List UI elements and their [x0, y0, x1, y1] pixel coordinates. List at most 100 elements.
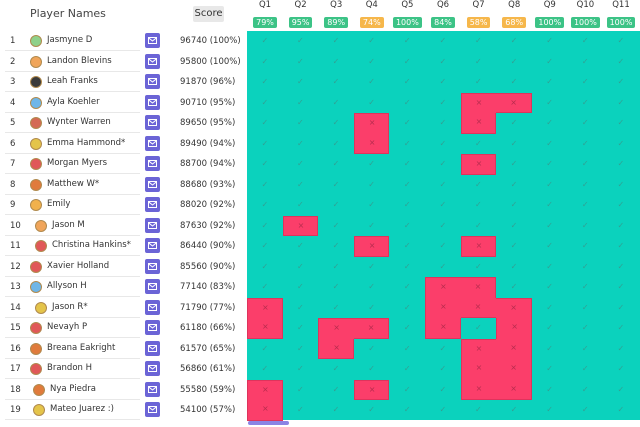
email-player-button[interactable]: [145, 217, 160, 233]
player-name: Ayla Koehler: [47, 96, 100, 107]
question-header-2[interactable]: Q2 95%: [283, 0, 319, 29]
wrong-answer-cell: ×: [282, 215, 319, 236]
email-player-button[interactable]: [145, 258, 160, 274]
player-row[interactable]: 18 Nya Piedra 55580 (59%): [0, 380, 246, 400]
row-divider: [5, 50, 140, 51]
question-header-4[interactable]: Q4 74%: [354, 0, 390, 29]
correct-answer-cell: ✓: [261, 97, 269, 107]
question-header-6[interactable]: Q6 84%: [425, 0, 461, 29]
email-player-button[interactable]: [145, 238, 160, 253]
player-row[interactable]: 1 Jasmyne D 96740 (100%): [0, 31, 246, 51]
correct-answer-cell: ✓: [510, 77, 518, 86]
email-player-button[interactable]: [145, 381, 160, 397]
row-divider: [5, 214, 140, 215]
correct-answer-cell: ✓: [581, 302, 589, 312]
email-player-button[interactable]: [145, 94, 160, 110]
player-row[interactable]: 15 Nevayh P 61180 (66%): [0, 318, 246, 338]
player-name: Landon Blevins: [47, 55, 112, 66]
score-header[interactable]: Score: [193, 6, 224, 22]
correct-answer-cell: ✓: [403, 159, 411, 168]
email-player-button[interactable]: [145, 197, 160, 212]
player-score: 55580 (59%): [180, 384, 236, 395]
player-row[interactable]: 7 Morgan Myers 88700 (94%): [0, 154, 246, 174]
correct-answer-cell: ✓: [439, 364, 447, 373]
email-player-button[interactable]: [145, 53, 160, 69]
player-name: Jason R*: [52, 301, 88, 312]
email-player-button[interactable]: [145, 299, 160, 315]
player-row[interactable]: 19 Mateo Juarez :) 54100 (57%): [0, 400, 246, 420]
question-header-3[interactable]: Q3 89%: [318, 0, 354, 29]
email-player-button[interactable]: [145, 320, 160, 335]
horizontal-scrollbar[interactable]: [248, 421, 289, 425]
correct-answer-cell: ✓: [581, 77, 589, 86]
question-header-10[interactable]: Q10 100%: [567, 0, 603, 29]
player-row[interactable]: 3 Leah Franks 91870 (96%): [0, 72, 246, 92]
correct-answer-cell: ✓: [475, 261, 482, 271]
player-avatar: [30, 55, 42, 68]
player-score: 77140 (83%): [180, 282, 236, 292]
question-percent-badge: 68%: [502, 17, 527, 28]
question-label: Q9: [543, 0, 556, 10]
correct-answer-cell: ✓: [439, 159, 447, 168]
x-icon: ×: [262, 384, 269, 394]
email-player-button[interactable]: [145, 176, 160, 192]
player-row[interactable]: 16 Breana Eakright 61570 (65%): [0, 339, 246, 359]
question-header-8[interactable]: Q8 68%: [496, 0, 532, 29]
player-row[interactable]: 4 Ayla Koehler 90710 (95%): [0, 93, 246, 113]
correct-answer-cell: ✓: [332, 384, 340, 394]
player-avatar: [35, 240, 47, 252]
player-rank: 19: [10, 405, 21, 415]
wrong-answer-cell: ×: [247, 297, 283, 318]
correct-answer-cell: ✓: [546, 261, 553, 271]
player-rank: 1: [10, 36, 16, 46]
player-names-header[interactable]: Player Names: [30, 7, 106, 20]
player-name: Breana Eakright: [47, 342, 116, 353]
question-header-9[interactable]: Q9 100%: [532, 0, 568, 29]
correct-answer-cell: ✓: [297, 384, 304, 394]
player-avatar: [30, 96, 42, 109]
question-header-11[interactable]: Q11 100%: [603, 0, 639, 29]
correct-answer-cell: ✓: [403, 220, 411, 230]
email-player-button[interactable]: [145, 361, 160, 376]
envelope-icon: [148, 139, 157, 147]
question-header-1[interactable]: Q1 79%: [247, 0, 283, 29]
question-label: Q1: [258, 0, 272, 10]
correct-answer-cell: ✓: [261, 56, 269, 66]
email-player-button[interactable]: [145, 115, 160, 130]
email-player-button[interactable]: [145, 156, 160, 171]
correct-answer-cell: ✓: [261, 220, 269, 230]
correct-answer-cell: ✓: [617, 405, 625, 414]
player-row[interactable]: 2 Landon Blevins 95800 (100%): [0, 52, 246, 72]
correct-answer-cell: ✓: [581, 323, 589, 332]
correct-answer-cell: ✓: [332, 36, 340, 45]
email-player-button[interactable]: [145, 74, 160, 89]
email-player-button[interactable]: [145, 402, 160, 417]
question-header-5[interactable]: Q5 100%: [389, 0, 425, 29]
player-row[interactable]: 9 Emily 88020 (92%): [0, 195, 246, 215]
player-row[interactable]: 10 Jason M 87630 (92%): [0, 216, 246, 236]
correct-answer-cell: ✓: [581, 36, 589, 45]
player-row[interactable]: 13 Allyson H 77140 (83%): [0, 277, 246, 297]
x-icon: ×: [333, 342, 340, 352]
player-row[interactable]: 5 Wynter Warren 89650 (95%): [0, 113, 246, 133]
correct-answer-cell: ✓: [617, 323, 625, 332]
player-row[interactable]: 8 Matthew W* 88680 (93%): [0, 175, 246, 195]
wrong-answer-cell: ×: [247, 318, 283, 339]
player-row[interactable]: 6 Emma Hammond* 89490 (94%): [0, 134, 246, 154]
email-player-button[interactable]: [145, 135, 160, 151]
player-row[interactable]: 12 Xavier Holland 85560 (90%): [0, 257, 246, 277]
player-row[interactable]: 17 Brandon H 56860 (61%): [0, 359, 246, 379]
player-score: 85560 (90%): [180, 261, 236, 272]
correct-answer-cell: ✓: [368, 282, 375, 291]
question-header-7[interactable]: Q7 58%: [461, 0, 497, 29]
correct-answer-cell: ✓: [546, 220, 553, 230]
correct-answer-cell: ✓: [546, 179, 553, 189]
email-player-button[interactable]: [145, 33, 160, 48]
player-row[interactable]: 11 Christina Hankins* 86440 (90%): [0, 236, 246, 256]
email-player-button[interactable]: [145, 279, 160, 294]
question-label: Q5: [401, 0, 414, 10]
email-player-button[interactable]: [145, 340, 160, 356]
x-icon: ×: [367, 323, 375, 332]
player-score: 89490 (94%): [180, 138, 236, 149]
player-row[interactable]: 14 Jason R* 71790 (77%): [0, 298, 246, 318]
